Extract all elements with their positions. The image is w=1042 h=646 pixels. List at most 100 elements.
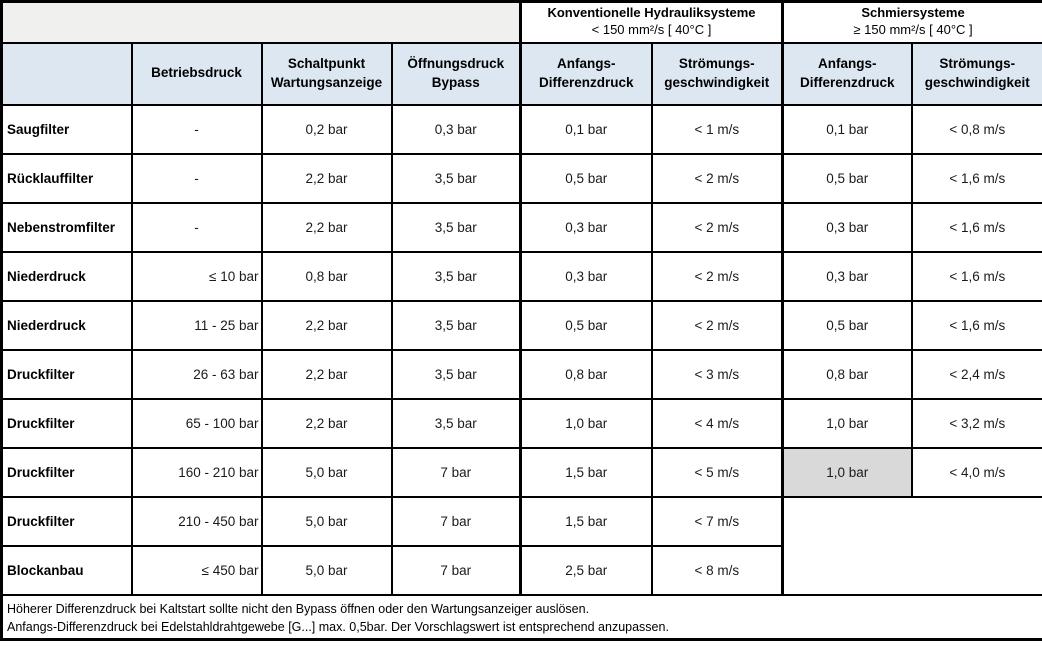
hydraulik-differenzdruck-cell: 0,5 bar — [519, 299, 653, 351]
schaltpunkt-wartungsanzeige-cell: 5,0 bar — [260, 446, 393, 498]
oeffnungsdruck-bypass-cell: 3,5 bar — [390, 250, 522, 302]
hydraulik-geschwindigkeit-cell: < 2 m/s — [650, 152, 784, 204]
betriebsdruck-cell: ≤ 450 bar — [130, 544, 263, 596]
schaltpunkt-wartungsanzeige-cell: 2,2 bar — [260, 201, 393, 253]
table-row: Druckfilter 210 - 450 bar 5,0 bar 7 bar 1,5 … — [0, 495, 1042, 596]
hydraulik-differenzdruck-cell: 0,5 bar — [519, 152, 653, 204]
schaltpunkt-wartungsanzeige-cell: 0,2 bar — [260, 103, 393, 155]
schmier-geschwindigkeit-cell: < 1,6 m/s — [910, 250, 1042, 302]
schmier-differenzdruck-cell: 0,8 bar — [781, 348, 913, 400]
group-subtitle: < 150 mm²/s [ 40°C ] — [591, 22, 712, 38]
table-row: Nebenstromfilter -2,2 bar 3,5 bar 0,3 bar < … — [0, 201, 1042, 253]
hydraulik-differenzdruck-cell: 0,1 bar — [519, 103, 653, 155]
hydraulik-geschwindigkeit-cell: < 2 m/s — [650, 299, 784, 351]
schmier-geschwindigkeit-cell: < 0,8 m/s — [910, 103, 1042, 155]
betriebsdruck-cell: 160 - 210 bar — [130, 446, 263, 498]
schmier-geschwindigkeit-cell: < 1,6 m/s — [910, 152, 1042, 204]
table-row: Rücklauffilter -2,2 bar 3,5 bar 0,5 bar < 2 … — [0, 152, 1042, 204]
row-label-cell: Niederdruck — [0, 250, 133, 302]
row-label-cell: Druckfilter — [0, 397, 133, 449]
schmier-geschwindigkeit-cell: < 2,4 m/s — [910, 348, 1042, 400]
betriebsdruck-cell: 11 - 25 bar — [130, 299, 263, 351]
hydraulik-geschwindigkeit-cell: < 3 m/s — [650, 348, 784, 400]
row-label-cell: Druckfilter — [0, 495, 133, 547]
oeffnungsdruck-bypass-cell: 3,5 bar — [390, 348, 522, 400]
table-row: Blockanbau ≤ 450 bar 5,0 bar 7 bar 2,5 bar < … — [0, 544, 1042, 596]
schmier-geschwindigkeit-cell: < 1,6 m/s — [910, 201, 1042, 253]
schaltpunkt-wartungsanzeige-cell: 2,2 bar — [260, 397, 393, 449]
column-header-betriebsdruck: Betriebsdruck — [130, 41, 263, 106]
group-title: Konventionelle Hydrauliksysteme — [547, 5, 756, 21]
column-header-empty — [0, 41, 133, 106]
row-label-cell: Druckfilter — [0, 348, 133, 400]
schmier-differenzdruck-cell: 0,3 bar — [781, 250, 913, 302]
schaltpunkt-wartungsanzeige-cell: 2,2 bar — [260, 152, 393, 204]
top-left-spacer-cell — [0, 0, 522, 44]
schaltpunkt-wartungsanzeige-cell: 5,0 bar — [260, 495, 393, 547]
oeffnungsdruck-bypass-cell: 3,5 bar — [390, 152, 522, 204]
schmier-geschwindigkeit-cell: < 3,2 m/s — [910, 397, 1042, 449]
oeffnungsdruck-bypass-cell: 3,5 bar — [390, 201, 522, 253]
hydraulik-differenzdruck-cell: 1,5 bar — [519, 495, 653, 547]
betriebsdruck-cell: ≤ 10 bar — [130, 250, 263, 302]
hydraulik-geschwindigkeit-cell: < 7 m/s — [650, 495, 784, 547]
oeffnungsdruck-bypass-cell: 7 bar — [390, 495, 522, 547]
oeffnungsdruck-bypass-cell: 0,3 bar — [390, 103, 522, 155]
group-subtitle: ≥ 150 mm²/s [ 40°C ] — [853, 22, 973, 38]
hydraulik-differenzdruck-cell: 1,0 bar — [519, 397, 653, 449]
schaltpunkt-wartungsanzeige-cell: 0,8 bar — [260, 250, 393, 302]
hydraulik-differenzdruck-cell: 1,5 bar — [519, 446, 653, 498]
schmier-differenzdruck-cell: 1,0 bar — [781, 446, 913, 498]
oeffnungsdruck-bypass-cell: 7 bar — [390, 544, 522, 596]
hydraulik-differenzdruck-cell: 2,5 bar — [519, 544, 653, 596]
hydraulik-geschwindigkeit-cell: < 8 m/s — [650, 544, 784, 596]
hydraulik-differenzdruck-cell: 0,3 bar — [519, 201, 653, 253]
schaltpunkt-wartungsanzeige-cell: 5,0 bar — [260, 544, 393, 596]
column-header-hydraulik-stroemungsgeschwindigkeit: Strömungs- geschwindigkeit — [650, 41, 784, 106]
row-label-cell: Blockanbau — [0, 544, 133, 596]
row-label-cell: Druckfilter — [0, 446, 133, 498]
betriebsdruck-cell: - — [130, 152, 263, 204]
column-header-schaltpunkt-wartungsanzeige: Schaltpunkt Wartungsanzeige — [260, 41, 393, 106]
column-header-hydraulik-anfangsdifferenzdruck: Anfangs- Differenzdruck — [519, 41, 653, 106]
schmier-differenzdruck-cell: 0,1 bar — [781, 103, 913, 155]
hydraulik-geschwindigkeit-cell: < 2 m/s — [650, 250, 784, 302]
table-row: Druckfilter 26 - 63 bar 2,2 bar 3,5 bar 0,8 … — [0, 348, 1042, 400]
table-body: Saugfilter -0,2 bar 0,3 bar 0,1 bar < 1 m/s 0… — [0, 103, 1042, 596]
table-row: Saugfilter -0,2 bar 0,3 bar 0,1 bar < 1 m/s 0… — [0, 103, 1042, 155]
table-row: Druckfilter 65 - 100 bar 2,2 bar 3,5 bar 1,0… — [0, 397, 1042, 449]
footnote-cell: Höherer Differenzdruck bei Kaltstart sol… — [0, 593, 1042, 641]
footnote-line-1: Höherer Differenzdruck bei Kaltstart sol… — [7, 601, 590, 616]
schmier-merged-empty-cell — [781, 495, 1042, 596]
betriebsdruck-cell: 210 - 450 bar — [130, 495, 263, 547]
hydraulik-geschwindigkeit-cell: < 2 m/s — [650, 201, 784, 253]
footnote-row: Höherer Differenzdruck bei Kaltstart sol… — [0, 593, 1042, 641]
schaltpunkt-wartungsanzeige-cell: 2,2 bar — [260, 299, 393, 351]
oeffnungsdruck-bypass-cell: 7 bar — [390, 446, 522, 498]
betriebsdruck-cell: - — [130, 103, 263, 155]
hydraulik-geschwindigkeit-cell: < 4 m/s — [650, 397, 784, 449]
row-label-cell: Saugfilter — [0, 103, 133, 155]
schmier-geschwindigkeit-cell: < 4,0 m/s — [910, 446, 1042, 498]
table-row: Niederdruck 11 - 25 bar 2,2 bar 3,5 bar 0,5 … — [0, 299, 1042, 351]
hydraulik-differenzdruck-cell: 0,3 bar — [519, 250, 653, 302]
betriebsdruck-cell: - — [130, 201, 263, 253]
schmier-differenzdruck-cell: 0,5 bar — [781, 299, 913, 351]
hydraulik-geschwindigkeit-cell: < 1 m/s — [650, 103, 784, 155]
row-label-cell: Nebenstromfilter — [0, 201, 133, 253]
schmier-differenzdruck-cell: 1,0 bar — [781, 397, 913, 449]
column-header-row: Betriebsdruck Schaltpunkt Wartungsanzeig… — [0, 41, 1042, 106]
betriebsdruck-cell: 26 - 63 bar — [130, 348, 263, 400]
betriebsdruck-cell: 65 - 100 bar — [130, 397, 263, 449]
group-header-hydrauliksysteme: Konventionelle Hydrauliksysteme < 150 mm… — [518, 0, 784, 44]
schmier-differenzdruck-cell: 0,3 bar — [781, 201, 913, 253]
table-row: Niederdruck ≤ 10 bar 0,8 bar 3,5 bar 0,3 bar… — [0, 250, 1042, 302]
schaltpunkt-wartungsanzeige-cell: 2,2 bar — [260, 348, 393, 400]
schmier-geschwindigkeit-cell: < 1,6 m/s — [910, 299, 1042, 351]
hydraulik-geschwindigkeit-cell: < 5 m/s — [650, 446, 784, 498]
group-title: Schmiersysteme — [861, 5, 965, 21]
footnote-line-2: Anfangs-Differenzdruck bei Edelstahldrah… — [7, 619, 669, 634]
schmier-differenzdruck-cell: 0,5 bar — [781, 152, 913, 204]
group-header-schmiersysteme: Schmiersysteme ≥ 150 mm²/s [ 40°C ] — [781, 0, 1042, 44]
